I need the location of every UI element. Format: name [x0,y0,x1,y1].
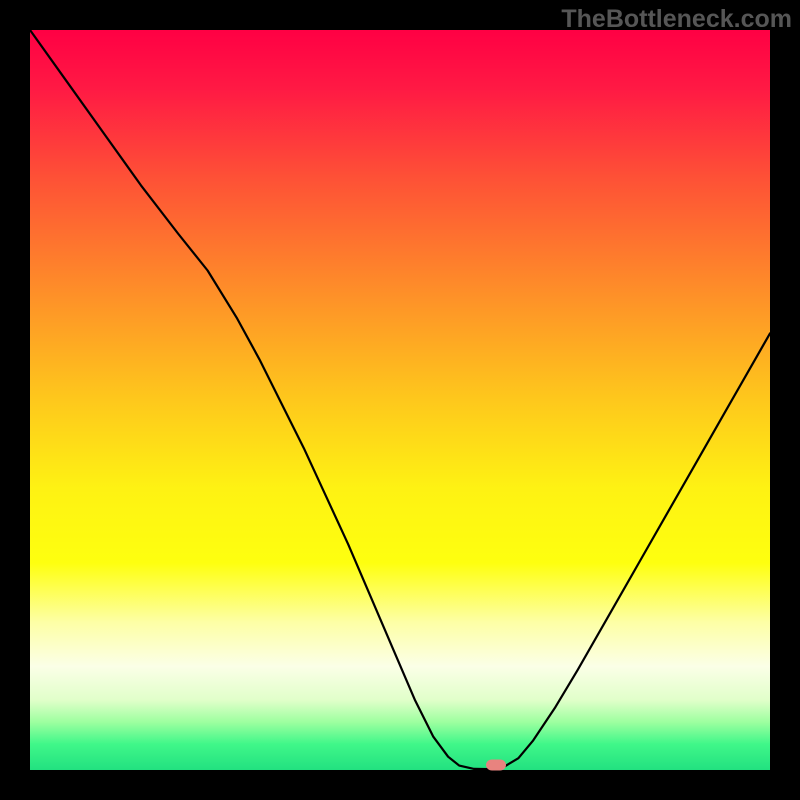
optimum-marker [486,758,507,776]
bottleneck-curve [30,30,770,770]
plot-area [30,30,770,770]
watermark-text: TheBottleneck.com [561,5,792,34]
chart-frame: TheBottleneck.com [0,0,800,800]
